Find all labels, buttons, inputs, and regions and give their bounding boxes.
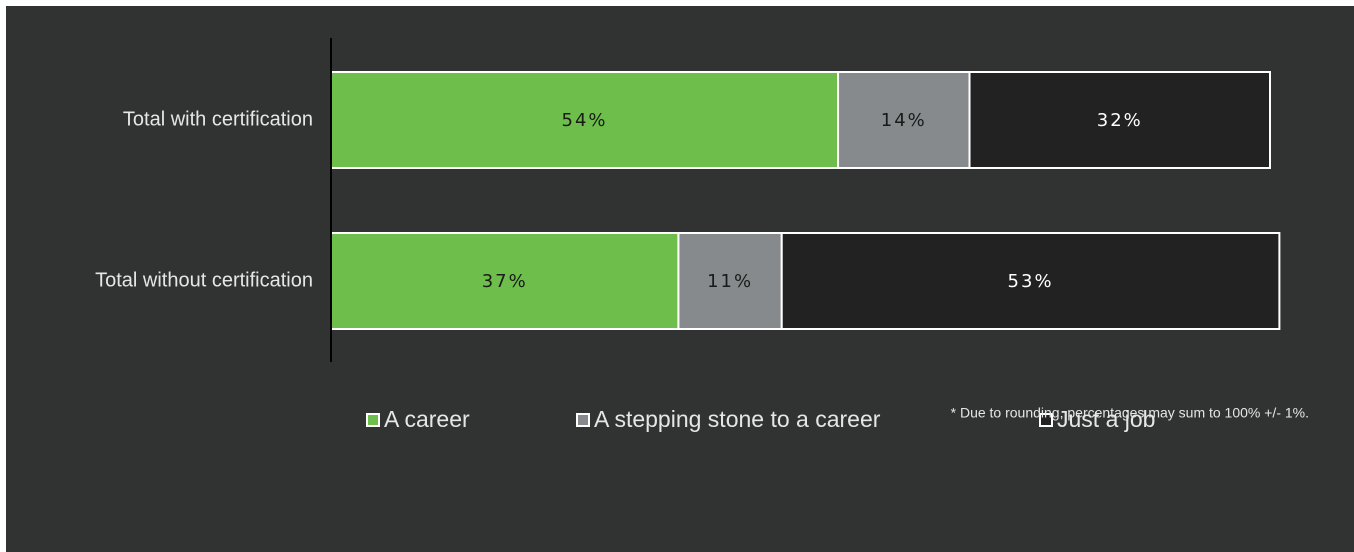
- bar-segment-a-career-total-with-certification: [330, 71, 840, 169]
- category-label-total-with-certification: Total with certification: [123, 108, 313, 130]
- data-label-a-career-total-with-certification: 54%: [562, 110, 608, 131]
- legend-swatch-a-stepping-stone-to-a-career: [576, 413, 590, 427]
- bar-segment-just-a-job-total-without-certification: [780, 232, 1281, 330]
- bars-group: 54% 14% 32% 37% 11% 53%: [330, 71, 1281, 330]
- footnote: * Due to rounding, percentages may sum t…: [951, 405, 1309, 421]
- bar-segment-a-stepping-stone-to-a-career-total-without-certification: [677, 232, 783, 330]
- data-label-a-stepping-stone-to-a-career-total-with-certification: 14%: [881, 110, 927, 131]
- legend-label-a-stepping-stone-to-a-career: A stepping stone to a career: [594, 406, 881, 432]
- data-label-a-stepping-stone-to-a-career-total-without-certification: 11%: [707, 271, 753, 292]
- legend-label-a-career: A career: [384, 406, 470, 432]
- data-label-a-career-total-without-certification: 37%: [482, 271, 528, 292]
- legend-swatch-just-a-job: [1039, 413, 1053, 427]
- bar-segment-a-stepping-stone-to-a-career-total-with-certification: [837, 71, 971, 169]
- legend-swatch-a-career: [366, 413, 380, 427]
- data-label-just-a-job-total-without-certification: 53%: [1008, 271, 1054, 292]
- bar-segment-a-career-total-without-certification: [330, 232, 680, 330]
- stacked-bar-chart: 54% 14% 32% 37% 11% 53% Total with certificat…: [95, 38, 1309, 432]
- chart-panel: 54% 14% 32% 37% 11% 53% Total with certificat…: [6, 6, 1354, 552]
- legend-label-just-a-job: Just a job: [1057, 406, 1155, 432]
- data-label-just-a-job-total-with-certification: 32%: [1097, 110, 1143, 131]
- category-label-total-without-certification: Total without certification: [95, 269, 313, 291]
- bar-segment-just-a-job-total-with-certification: [968, 71, 1272, 169]
- legend: A career A stepping stone to a career Just…: [366, 406, 1155, 432]
- category-labels: Total with certification Total without ce…: [95, 108, 313, 291]
